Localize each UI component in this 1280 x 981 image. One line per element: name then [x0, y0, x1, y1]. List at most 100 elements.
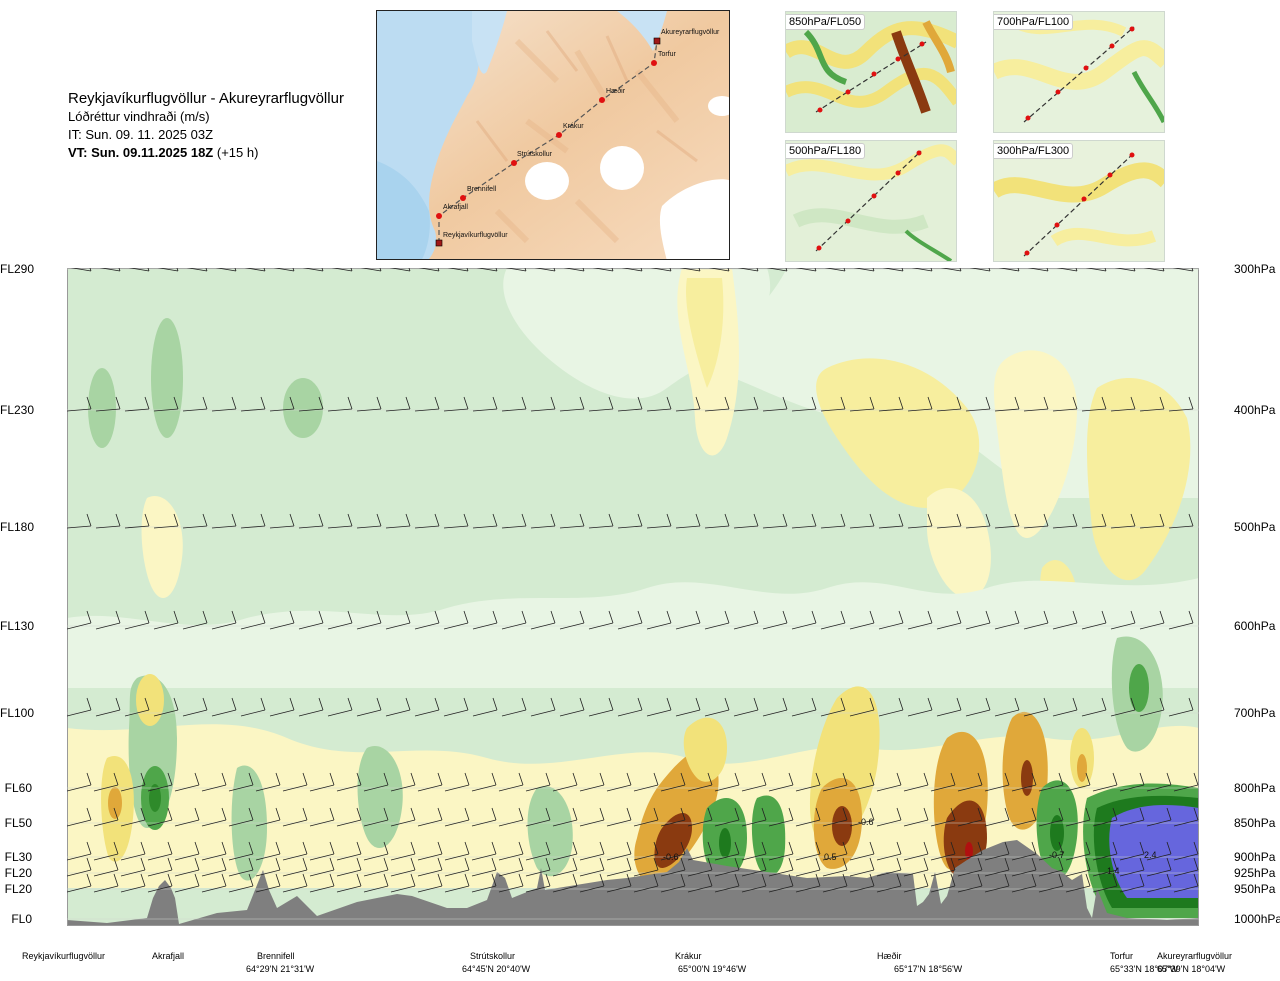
- wind-barb: [228, 772, 254, 792]
- y-tick-label-fl: FL20: [4, 866, 32, 880]
- wind-barb: [93, 857, 119, 877]
- thumbnail-700hpa[interactable]: 700hPa/FL100: [993, 11, 1165, 133]
- wind-barb: [646, 396, 672, 412]
- wind-barb: [1038, 772, 1064, 792]
- wind-barb: [704, 697, 730, 717]
- wind-barb: [737, 268, 759, 272]
- wind-barb: [1119, 772, 1145, 792]
- thumbnail-850hpa-label: 850hPa/FL050: [786, 14, 866, 30]
- wind-barb: [687, 772, 713, 792]
- wind-barb: [768, 807, 794, 827]
- wind-barb: [1139, 610, 1165, 630]
- wind-barb: [940, 268, 962, 272]
- wind-barb: [1168, 396, 1194, 412]
- wind-barb: [687, 841, 713, 861]
- wind-barb: [418, 268, 440, 272]
- y-tick-label-hpa: 500hPa: [1234, 520, 1276, 534]
- wind-barb: [791, 513, 817, 529]
- wind-barb: [505, 268, 527, 272]
- wind-barb: [298, 697, 324, 717]
- wind-barb: [201, 873, 227, 893]
- wind-barb: [211, 610, 237, 630]
- wind-barb: [762, 396, 788, 412]
- wind-barb: [1139, 513, 1165, 529]
- wind-barb: [356, 610, 382, 630]
- wind-barb: [414, 513, 440, 529]
- wind-barb: [1092, 807, 1118, 827]
- wind-barb: [633, 857, 659, 877]
- wind-barb: [791, 610, 817, 630]
- wind-barb: [244, 268, 266, 272]
- wind-barb: [336, 772, 362, 792]
- wind-barb: [390, 841, 416, 861]
- y-tick-label-fl: FL100: [0, 706, 35, 720]
- wind-barb: [174, 857, 200, 877]
- wind-barb: [579, 772, 605, 792]
- thumbnail-500hpa-field: [786, 141, 956, 261]
- wind-barb: [67, 772, 92, 792]
- valid-offset: (+15 h): [216, 145, 259, 160]
- wind-barb: [1173, 807, 1199, 827]
- wind-barb: [1011, 841, 1037, 861]
- wind-barb: [741, 807, 767, 827]
- y-tick-label-hpa: 700hPa: [1234, 706, 1276, 720]
- route-map[interactable]: Akureyrarflugvöllur Torfur Hæðir Krákur …: [376, 10, 730, 260]
- wind-barb: [67, 841, 92, 861]
- wind-barb: [1092, 772, 1118, 792]
- wind-barb: [182, 697, 208, 717]
- wind-barb: [1092, 873, 1118, 893]
- wind-barb: [1023, 610, 1049, 630]
- wind-barb: [309, 807, 335, 827]
- thumbnail-850hpa[interactable]: 850hPa/FL050: [785, 11, 957, 133]
- wind-barb: [1011, 873, 1037, 893]
- wind-barb: [1038, 807, 1064, 827]
- wind-barb: [588, 697, 614, 717]
- wind-barb: [498, 807, 524, 827]
- map-label-akrafjall: Akrafjall: [443, 204, 468, 211]
- y-tick-label-fl: FL50: [4, 816, 32, 830]
- wind-barb: [309, 772, 335, 792]
- wind-barb: [714, 807, 740, 827]
- field-green-blob-3: [283, 378, 323, 438]
- wind-barb: [795, 268, 817, 272]
- thumbnail-500hpa[interactable]: 500hPa/FL180: [785, 140, 957, 262]
- wind-barb: [201, 807, 227, 827]
- wind-barb: [907, 697, 933, 717]
- x-tick-label-location: Akureyrarflugvöllur: [1157, 951, 1233, 961]
- wind-barb: [768, 857, 794, 877]
- wind-barb: [606, 841, 632, 861]
- field-red-haedir: [965, 842, 973, 860]
- thumbnail-300hpa[interactable]: 300hPa/FL300: [993, 140, 1165, 262]
- wind-barb: [95, 610, 121, 630]
- wind-barb: [1056, 268, 1078, 272]
- wind-barb: [444, 807, 470, 827]
- wind-barb: [174, 807, 200, 827]
- wind-barb: [1114, 268, 1136, 272]
- wind-barb: [849, 697, 875, 717]
- wind-barb: [606, 857, 632, 877]
- wind-barb: [153, 513, 179, 529]
- wind-barb: [878, 697, 904, 717]
- wind-barb: [822, 807, 848, 827]
- wind-barb: [472, 697, 498, 717]
- wind-barb: [120, 873, 146, 893]
- wind-barb: [768, 873, 794, 893]
- wind-barb: [95, 396, 121, 412]
- wind-barb: [907, 610, 933, 630]
- wind-barb: [336, 807, 362, 827]
- wind-barb: [930, 807, 956, 827]
- wind-barb: [201, 857, 227, 877]
- field-yellow-upper-6: [927, 488, 991, 598]
- wind-barb: [741, 772, 767, 792]
- wind-barb: [501, 513, 527, 529]
- wind-barb: [147, 807, 173, 827]
- wind-barb: [675, 697, 701, 717]
- station-marker-strutskollur: [511, 160, 517, 166]
- wind-barb: [124, 697, 150, 717]
- wind-barb: [984, 873, 1010, 893]
- wind-barb: [1038, 873, 1064, 893]
- wind-barb: [957, 841, 983, 861]
- wind-barb: [606, 772, 632, 792]
- y-tick-label-fl: FL290: [0, 262, 35, 276]
- wind-barb: [714, 873, 740, 893]
